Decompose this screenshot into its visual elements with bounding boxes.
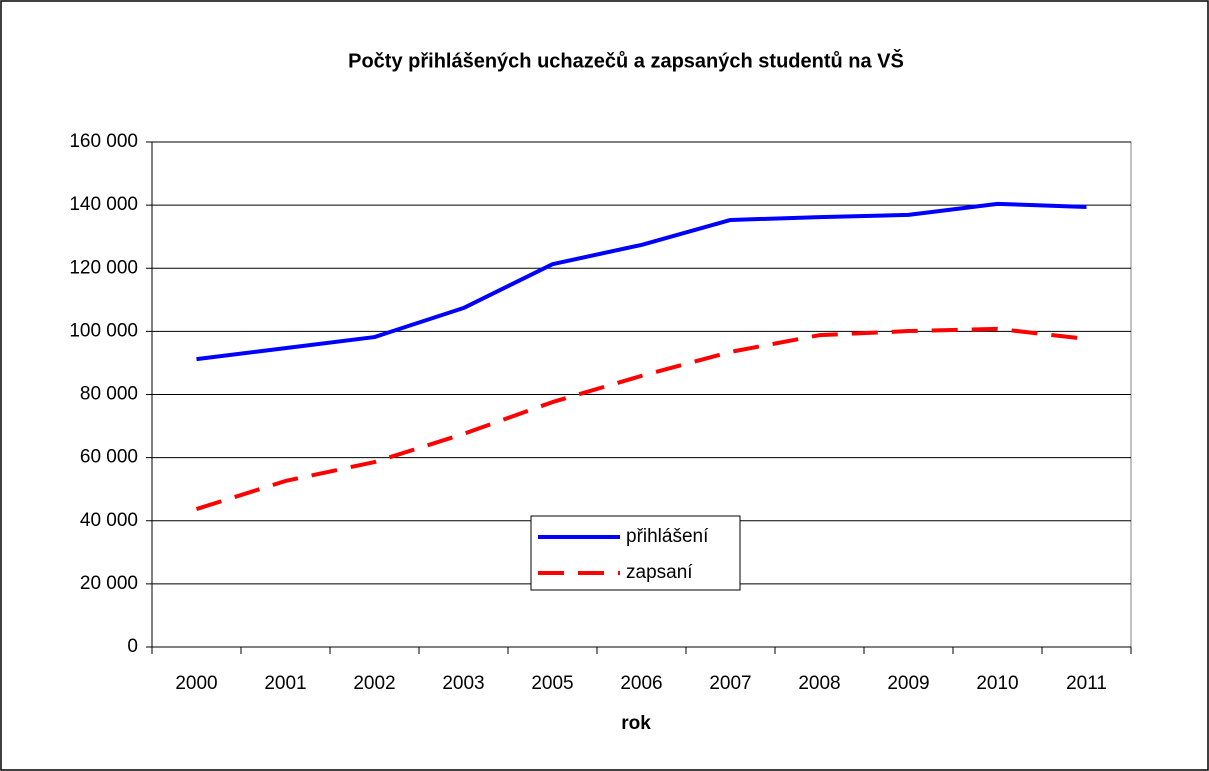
chart-title: Počty přihlášených uchazečů a zapsaných … (348, 48, 904, 72)
x-tick-label: 2002 (353, 673, 395, 694)
y-tick-label: 60 000 (80, 447, 138, 468)
x-tick-label: 2010 (976, 673, 1018, 694)
y-tick-label: 80 000 (80, 384, 138, 405)
legend-label: přihlášení (626, 526, 709, 547)
y-tick-label: 160 000 (69, 131, 138, 152)
y-tick-label: 140 000 (69, 194, 138, 215)
series-line (195, 326, 1087, 511)
x-axis-label: rok (621, 713, 651, 734)
x-tick-label: 2011 (1066, 673, 1107, 694)
y-tick-label: 20 000 (80, 573, 138, 594)
y-tick-label: 100 000 (69, 320, 138, 341)
y-tick-label: 120 000 (69, 257, 138, 278)
series-line (196, 201, 1087, 362)
x-tick-label: 2005 (531, 673, 573, 694)
x-tick-label: 2007 (709, 673, 751, 694)
x-tick-label: 2008 (798, 673, 840, 694)
x-tick-label: 2000 (175, 673, 217, 694)
x-tick-label: 2003 (442, 673, 484, 694)
y-tick-label: 40 000 (80, 510, 138, 531)
y-tick-label: 0 (127, 636, 138, 657)
legend-label: zapsaní (626, 562, 693, 583)
x-tick-label: 2009 (887, 673, 929, 694)
x-tick-label: 2006 (620, 673, 662, 694)
legend (530, 515, 741, 591)
x-tick-label: 2001 (264, 673, 306, 694)
